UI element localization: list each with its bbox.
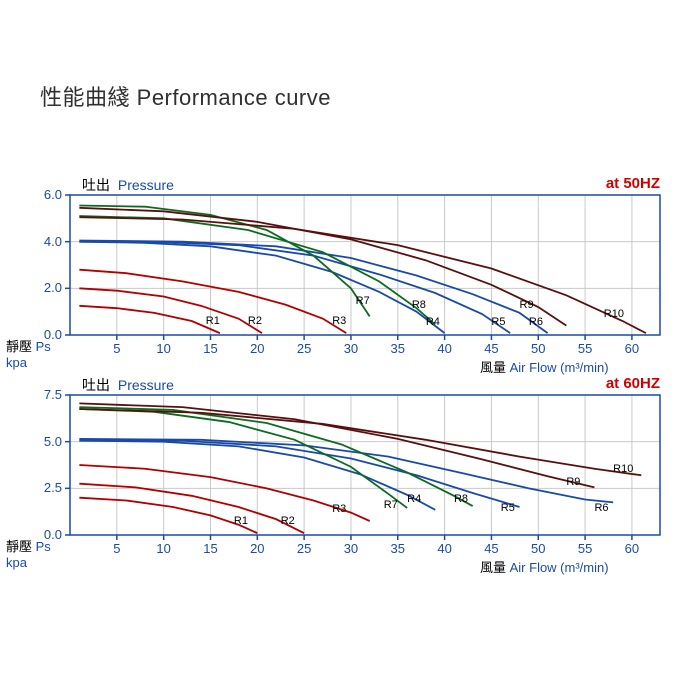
xtick-label: 25 [292,541,316,556]
ps-axis-label: 靜壓 Pskpa [6,539,51,572]
xtick-label: 45 [479,541,503,556]
series-R2 [79,484,304,533]
xtick-label: 40 [433,541,457,556]
series-R4 [79,441,435,510]
series-label-R10: R10 [613,463,633,475]
ytick-label: 5.0 [32,434,62,449]
series-R1 [79,498,257,533]
series-label-R9: R9 [566,476,580,488]
series-R6 [79,439,613,502]
flow-axis-label: 風量 Air Flow (m³/min) [480,557,609,576]
xtick-label: 30 [339,541,363,556]
xtick-label: 5 [105,541,129,556]
series-label-R7: R7 [384,499,398,511]
pressure-label: 吐出 Pressure [82,375,174,395]
series-label-R4: R4 [407,493,421,505]
xtick-label: 10 [152,541,176,556]
series-label-R1: R1 [234,515,248,527]
pressure-en: Pressure [118,377,174,393]
xtick-label: 35 [386,541,410,556]
ytick-label: 2.5 [32,480,62,495]
series-R10 [79,409,641,475]
xtick-label: 50 [526,541,550,556]
xtick-label: 60 [620,541,644,556]
series-R8 [79,407,472,506]
series-R3 [79,465,369,521]
series-label-R3: R3 [332,503,346,515]
series-label-R6: R6 [594,502,608,514]
xtick-label: 15 [198,541,222,556]
pressure-cn: 吐出 [82,377,110,393]
series-label-R8: R8 [454,493,468,505]
series-R9 [79,403,594,487]
hz-label: at 60HZ [606,375,660,392]
ytick-label: 7.5 [32,387,62,402]
xtick-label: 55 [573,541,597,556]
series-label-R5: R5 [501,502,515,514]
series-R7 [79,409,407,508]
performance-chart-60hz: 0.02.55.07.551015202530354045505560R1R2R… [0,0,700,700]
series-label-R2: R2 [281,515,295,527]
xtick-label: 20 [245,541,269,556]
